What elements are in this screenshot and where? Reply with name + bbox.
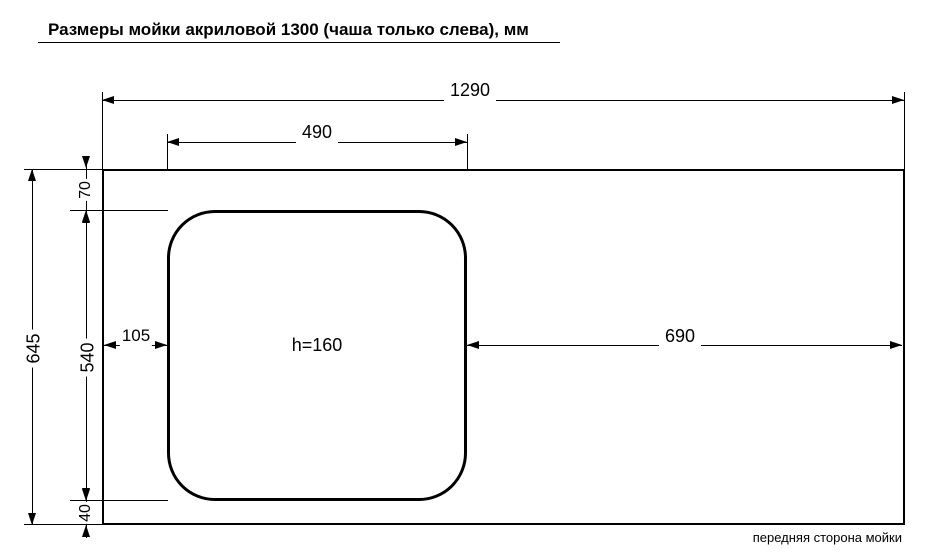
arrow-icon xyxy=(892,96,904,104)
dim-645: 645 xyxy=(24,329,45,367)
arrow-icon xyxy=(28,169,36,181)
front-side-label: передняя сторона мойки xyxy=(753,530,902,545)
arrow-icon xyxy=(28,513,36,525)
title-underline xyxy=(38,42,560,43)
dim-540: 540 xyxy=(78,338,99,376)
title: Размеры мойки акриловой 1300 (чаша тольк… xyxy=(48,20,529,40)
dim-70: 70 xyxy=(77,179,95,201)
arrow-icon xyxy=(82,156,90,168)
ext-line xyxy=(904,92,905,169)
arrow-icon xyxy=(167,138,179,146)
arrow-icon xyxy=(102,96,114,104)
arrow-icon xyxy=(455,138,467,146)
arrow-icon xyxy=(104,341,116,349)
dim-690: 690 xyxy=(659,326,701,347)
arrow-icon xyxy=(890,341,902,349)
dim-40: 40 xyxy=(77,502,95,524)
dim-1290-line xyxy=(102,100,904,101)
arrow-icon xyxy=(82,525,90,537)
arrow-icon xyxy=(467,341,479,349)
dim-490: 490 xyxy=(296,122,338,143)
arrow-icon xyxy=(82,211,90,223)
arrow-icon xyxy=(82,488,90,500)
arrow-icon xyxy=(155,341,167,349)
diagram-container: Размеры мойки акриловой 1300 (чаша тольк… xyxy=(0,0,930,556)
depth-label: h=160 xyxy=(292,335,343,356)
dim-1290: 1290 xyxy=(444,80,496,101)
dim-105: 105 xyxy=(120,326,152,346)
